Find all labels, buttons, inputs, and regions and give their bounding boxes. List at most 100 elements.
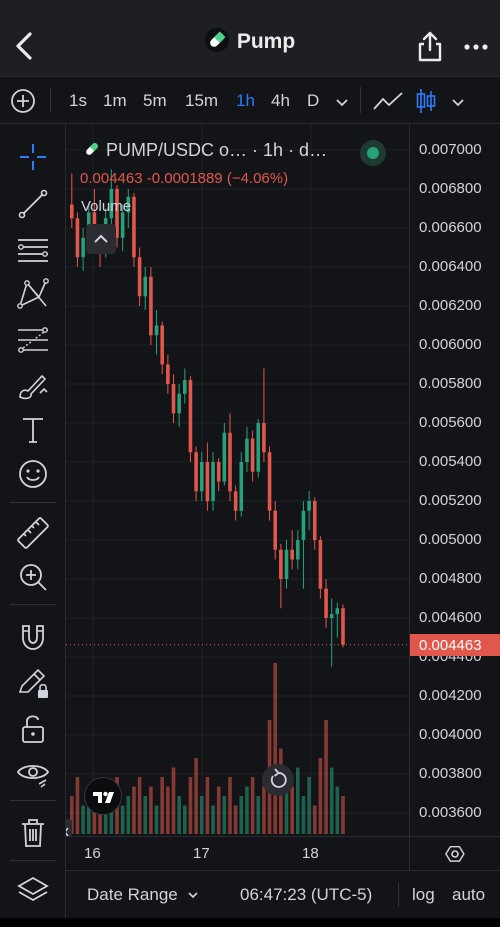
price-change-row: 0.004463 -0.0001889 (−4.06%) xyxy=(80,170,288,187)
toolbar-divider xyxy=(10,860,56,861)
line-chart-type-button[interactable] xyxy=(372,89,404,113)
price-tick: 0.003600 xyxy=(419,804,482,821)
line-chart-icon xyxy=(373,92,403,110)
volume-bar xyxy=(188,777,193,834)
bottom-divider xyxy=(398,883,399,907)
candle-body xyxy=(329,614,334,618)
time-tick: 16 xyxy=(84,845,101,862)
toolbar-divider xyxy=(360,87,361,113)
share-button[interactable] xyxy=(416,30,444,62)
pattern-tool[interactable] xyxy=(14,275,52,313)
page-title: Pump xyxy=(0,28,500,54)
candle-body xyxy=(211,462,215,501)
pill-logo-icon xyxy=(86,143,98,156)
candle-body xyxy=(188,380,193,453)
horizontal-lines-tool[interactable] xyxy=(14,230,52,268)
trend-line-tool[interactable] xyxy=(14,185,52,223)
reset-chart-button[interactable] xyxy=(262,764,294,796)
symbol-legend[interactable]: PUMP/USDC o… · 1h · d… xyxy=(84,140,327,161)
interval-d[interactable]: D xyxy=(307,91,320,110)
app-header: Pump xyxy=(0,0,500,77)
candle-body xyxy=(143,276,148,297)
candle-body xyxy=(92,212,97,228)
horizontal-lines-icon xyxy=(18,239,48,262)
emoji-tool[interactable] xyxy=(14,455,52,493)
interval-5m[interactable]: 5m xyxy=(143,91,167,110)
volume-bar xyxy=(143,796,148,834)
auto-scale-toggle[interactable]: auto xyxy=(452,885,486,904)
layers-icon xyxy=(17,876,49,902)
zoom-in-tool[interactable] xyxy=(14,558,52,596)
volume-bar xyxy=(262,786,266,834)
magnet-icon xyxy=(22,625,44,650)
current-price-marker: 0.004463 xyxy=(410,633,500,656)
candle-body xyxy=(262,423,266,453)
unlock-tool[interactable] xyxy=(14,709,52,747)
candle-body xyxy=(239,462,244,511)
tradingview-logo[interactable] xyxy=(84,777,122,815)
candle-chart-type-button[interactable] xyxy=(414,87,438,115)
back-button[interactable] xyxy=(10,28,40,64)
add-indicator-button[interactable] xyxy=(10,88,36,114)
clock-timezone[interactable]: 06:47:23 (UTC-5) xyxy=(240,885,373,904)
home-indicator-area xyxy=(0,918,500,927)
pill-logo-icon xyxy=(204,28,229,53)
hide-drawings-tool[interactable] xyxy=(14,754,52,792)
price-axis[interactable]: 0.007000 0.006800 0.006600 0.006400 0.006200… xyxy=(409,124,500,836)
lock-drawings-tool[interactable] xyxy=(14,664,52,702)
collapse-legend-button[interactable] xyxy=(86,224,116,254)
interval-1m[interactable]: 1m xyxy=(103,91,127,110)
remove-drawings-tool[interactable] xyxy=(14,814,52,852)
interval-4h[interactable]: 4h xyxy=(271,91,290,110)
object-tree-tool[interactable] xyxy=(14,872,52,910)
price-tick: 0.005200 xyxy=(419,492,482,509)
volume-bar xyxy=(250,777,255,834)
volume-bar xyxy=(324,720,328,834)
price-change-percent: (−4.06%) xyxy=(226,170,289,187)
candle-body xyxy=(205,462,210,501)
chevron-left-icon xyxy=(16,32,32,60)
volume-bar xyxy=(183,805,187,834)
eye-icon xyxy=(16,765,50,788)
volume-bar xyxy=(239,796,244,834)
interval-1h[interactable]: 1h xyxy=(236,91,255,110)
interval-text: · 1h · d… xyxy=(252,140,328,160)
price-tick: 0.004800 xyxy=(419,570,482,587)
price-tick: 0.007000 xyxy=(419,141,482,158)
volume-legend[interactable]: Volume xyxy=(81,198,132,215)
crosshair-tool[interactable] xyxy=(14,138,52,176)
chart-pane[interactable]: PUMP/USDC o… · 1h · d… 0.004463 -0.00018… xyxy=(66,124,409,836)
candle-body xyxy=(75,218,80,258)
price-tick: 0.005400 xyxy=(419,453,482,470)
date-range-button[interactable]: Date Range xyxy=(87,885,178,904)
chart-settings-button[interactable] xyxy=(409,836,500,870)
interval-dropdown[interactable] xyxy=(335,94,349,107)
time-axis[interactable]: 16 17 18 xyxy=(66,836,409,870)
candle-body xyxy=(126,196,131,213)
price-tick: 0.006400 xyxy=(419,258,482,275)
market-status-indicator[interactable] xyxy=(360,140,386,166)
toolbar-toggle-handle[interactable] xyxy=(66,819,72,836)
candle-body xyxy=(250,438,255,472)
magnet-tool[interactable] xyxy=(14,618,52,656)
volume-bar xyxy=(109,796,114,834)
log-scale-toggle[interactable]: log xyxy=(412,885,435,904)
price-tick: 0.003800 xyxy=(419,765,482,782)
more-button[interactable] xyxy=(464,40,488,52)
candle-body xyxy=(194,452,198,492)
candle-body xyxy=(120,212,125,238)
candle-body xyxy=(324,588,328,618)
volume-bar xyxy=(81,805,85,834)
chart-type-dropdown[interactable] xyxy=(451,94,465,107)
interval-15m[interactable]: 15m xyxy=(185,91,219,110)
fib-retracement-tool[interactable] xyxy=(14,321,52,359)
candle-body xyxy=(341,608,345,645)
candle-body xyxy=(267,452,272,511)
volume-bar xyxy=(132,786,136,834)
text-tool[interactable] xyxy=(14,411,52,449)
interval-1s[interactable]: 1s xyxy=(69,91,87,110)
ruler-tool[interactable] xyxy=(14,514,52,552)
reset-icon xyxy=(270,768,287,788)
brush-tool[interactable] xyxy=(14,367,52,405)
chevron-up-icon xyxy=(94,234,108,243)
